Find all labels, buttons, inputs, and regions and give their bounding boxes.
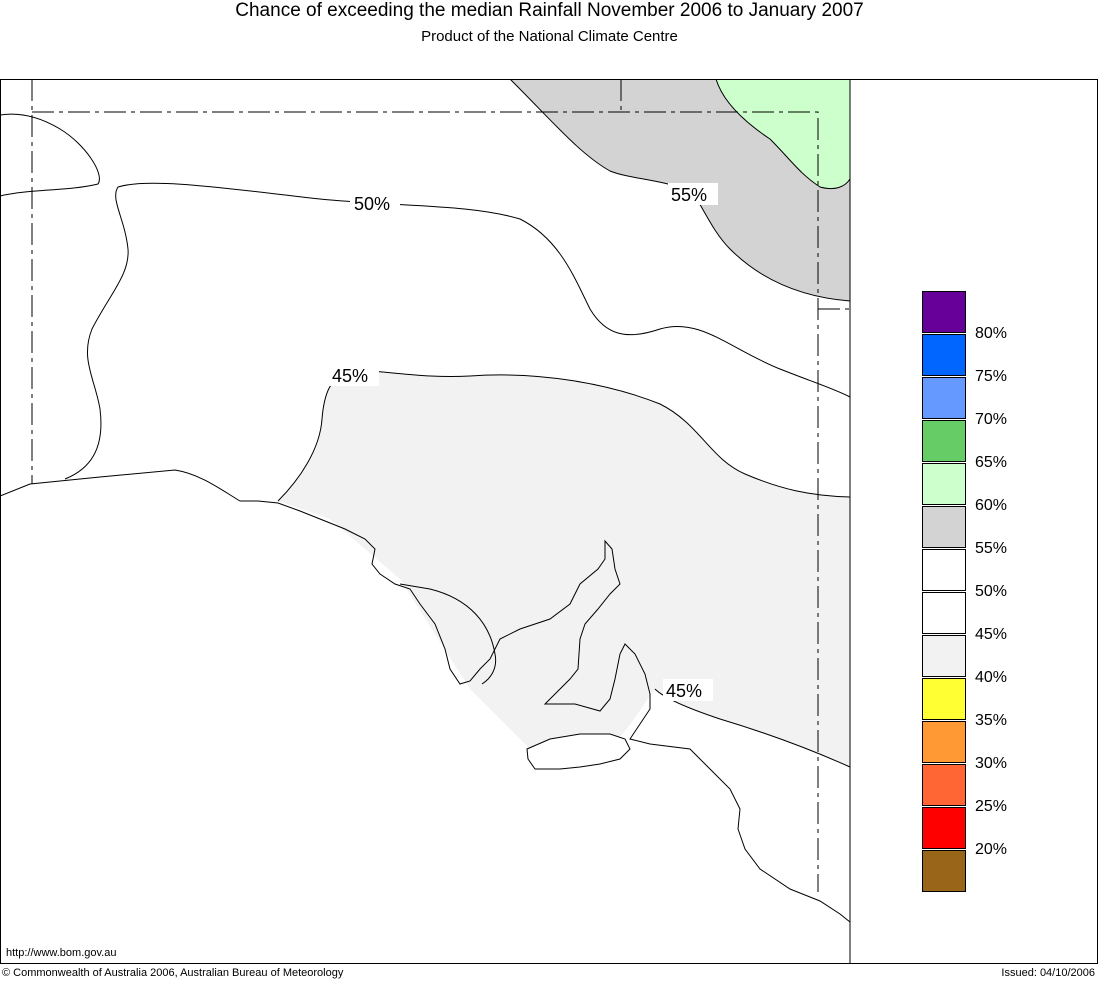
- legend-swatch: [922, 635, 966, 677]
- legend-label: 70%: [975, 411, 1008, 428]
- legend-label: 40%: [975, 669, 1008, 686]
- legend-label: 25%: [975, 798, 1008, 815]
- contour-label-45-south: 45%: [666, 681, 702, 701]
- contour-label-55: 55%: [671, 185, 707, 205]
- legend-swatch: [922, 506, 966, 548]
- legend-swatch: [922, 721, 966, 763]
- contour-label-50: 50%: [354, 194, 390, 214]
- legend-label: 55%: [975, 540, 1008, 557]
- eyre-peninsula-coast: [399, 583, 497, 685]
- border-line: [32, 111, 819, 892]
- contour-50: [64, 182, 851, 480]
- legend-swatch: [922, 420, 966, 462]
- legend-label: 30%: [975, 755, 1008, 772]
- map-title: Chance of exceeding the median Rainfall …: [235, 0, 864, 21]
- coastline: [0, 469, 851, 923]
- legend-label: 75%: [975, 368, 1008, 385]
- legend-label: 45%: [975, 626, 1008, 643]
- legend-label: 60%: [975, 497, 1008, 514]
- copyright-notice: © Commonwealth of Australia 2006, Austra…: [2, 967, 344, 979]
- legend-label: 65%: [975, 454, 1008, 471]
- region-60-65: [716, 79, 850, 189]
- legend-label: 50%: [975, 583, 1008, 600]
- map-frame: [0, 79, 1098, 964]
- legend-label: 80%: [975, 325, 1008, 342]
- legend-swatch: [922, 850, 966, 892]
- contour-50-north: [0, 113, 100, 197]
- legend-swatch: [922, 592, 966, 634]
- legend-label: 20%: [975, 841, 1008, 858]
- region-40-45: [278, 370, 850, 767]
- legend-swatch: [922, 807, 966, 849]
- kangaroo-island: [526, 733, 631, 770]
- legend-swatch: [922, 463, 966, 505]
- legend-swatch: [922, 377, 966, 419]
- legend-swatch: [922, 764, 966, 806]
- issued-date: Issued: 04/10/2006: [1001, 967, 1095, 979]
- contour-60: [715, 79, 851, 190]
- source-url[interactable]: http://www.bom.gov.au: [6, 947, 117, 959]
- rainfall-map: 50% 55% 45% 45%: [0, 79, 851, 964]
- legend-swatch: [922, 678, 966, 720]
- contour-label-45-north: 45%: [332, 366, 368, 386]
- legend-swatch: [922, 549, 966, 591]
- contour-45: [277, 370, 851, 502]
- legend-swatch: [922, 334, 966, 376]
- legend-label: 35%: [975, 712, 1008, 729]
- map-subtitle: Product of the National Climate Centre: [421, 28, 678, 45]
- legend-swatch: [922, 291, 966, 333]
